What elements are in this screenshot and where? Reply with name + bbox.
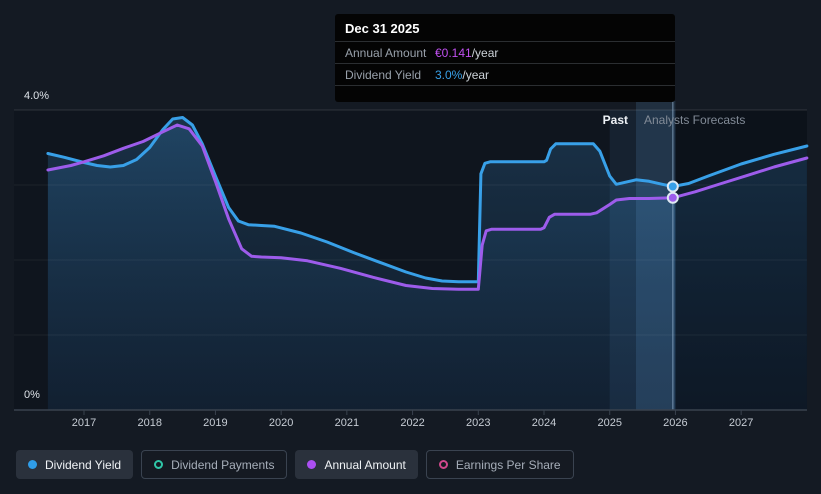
chart-canvas[interactable] <box>0 0 821 440</box>
annual-amount-line <box>46 123 809 291</box>
tooltip-row-unit: /year <box>462 67 490 82</box>
x-axis-label-2017: 2017 <box>71 417 97 429</box>
x-axis-label-2023: 2023 <box>466 417 491 429</box>
y-axis-top-label: 4.0% <box>24 90 50 102</box>
hover-tooltip: Dec 31 2025 Annual Amount €0.141/year Divi… <box>335 14 675 102</box>
tooltip-row-value: 3.0% <box>435 67 463 82</box>
filled-circle-icon <box>28 460 37 469</box>
legend-chip-dividend-payments[interactable]: Dividend Payments <box>141 450 288 479</box>
x-axis-label-2019: 2019 <box>203 417 228 429</box>
y-axis-bottom-label: 0% <box>24 389 40 401</box>
forecast-zone-label: Analysts Forecasts <box>644 113 746 127</box>
past-zone-label: Past <box>602 113 628 127</box>
legend: Dividend Yield Dividend Payments Annual Am… <box>16 450 574 479</box>
area-fill-yield <box>47 117 807 410</box>
filled-circle-icon <box>307 460 317 469</box>
x-axis-label-2025: 2025 <box>597 417 622 429</box>
tooltip-date: Dec 31 2025 <box>335 14 675 42</box>
tooltip-row: Annual Amount €0.141/year <box>335 42 675 64</box>
tooltip-row-label: Dividend Yield <box>345 67 422 82</box>
legend-chip-earnings-per-share[interactable]: Earnings Per Share <box>425 450 574 479</box>
tooltip-row-label: Annual Amount <box>345 45 427 60</box>
hover-year-band <box>609 110 676 410</box>
legend-chip-label: Dividend Yield <box>45 457 122 472</box>
x-axis-label-2024: 2024 <box>531 417 557 429</box>
legend-chip-dividend-yield[interactable]: Dividend Yield <box>16 450 134 479</box>
x-axis-label-2020: 2020 <box>268 417 294 429</box>
yield-hover-marker <box>666 180 679 193</box>
tooltip-row: Dividend Yield 3.0%/year <box>335 64 675 86</box>
x-axis-label-2026: 2026 <box>663 417 688 429</box>
x-axis-label-2022: 2022 <box>400 417 425 429</box>
x-axis-label-2018: 2018 <box>137 417 162 429</box>
x-axis-label-2021: 2021 <box>334 417 360 429</box>
legend-chip-label: Dividend Payments <box>171 457 275 472</box>
ring-circle-icon <box>154 460 164 469</box>
legend-chip-annual-amount[interactable]: Annual Amount <box>295 450 418 479</box>
forecast-dim-overlay <box>675 110 807 410</box>
tooltip-row-unit: /year <box>471 45 499 60</box>
legend-chip-label: Annual Amount <box>324 457 406 472</box>
tooltip-row-value: €0.141 <box>435 45 472 60</box>
forecast-start-band <box>636 101 676 410</box>
amount-hover-marker <box>666 191 679 204</box>
legend-chip-label: Earnings Per Share <box>455 457 561 472</box>
x-axis-label-2027: 2027 <box>728 417 754 429</box>
dividend-yield-line <box>46 116 809 284</box>
ring-circle-icon <box>438 460 448 469</box>
